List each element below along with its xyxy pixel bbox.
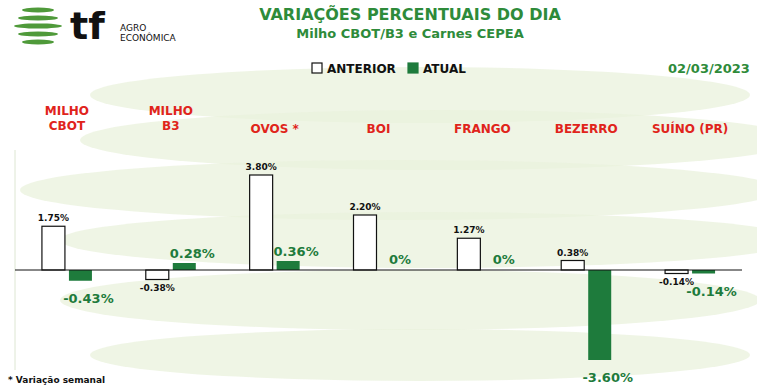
logo-stripe	[22, 7, 54, 12]
bar	[42, 226, 65, 270]
category-label-line: FRANGO	[454, 122, 511, 136]
bar	[173, 263, 196, 270]
legend: ANTERIOR ATUAL	[312, 62, 466, 76]
subtitle: Milho CBOT/B3 e Carnes CEPEA	[296, 26, 523, 41]
category-label: OVOS *	[251, 122, 300, 136]
category-label: BEZERRO	[555, 122, 618, 136]
footnote: * Variação semanal	[8, 375, 105, 385]
logo: tf AGROECONÔMICA	[14, 4, 177, 48]
bar	[665, 270, 688, 274]
bar	[250, 175, 273, 270]
bars	[42, 175, 715, 360]
legend-swatch	[408, 63, 418, 73]
legend-label: ANTERIOR	[327, 62, 396, 76]
logo-stripe	[14, 23, 62, 28]
logo-text: ECONÔMICA	[120, 32, 177, 43]
category-label-line: MILHO	[149, 104, 193, 118]
data-labels: 1.75% -0.38% 3.80% 2.20% 1.27% 0.38% -0.14% -0.…	[38, 162, 737, 385]
bar	[69, 270, 92, 281]
category-label: SUÍNO (PR)	[652, 121, 728, 136]
category-label-line: B3	[162, 119, 180, 133]
bar	[457, 238, 480, 270]
logo-stripe	[18, 31, 58, 36]
category-label-line: CBOT	[49, 119, 86, 133]
bar	[692, 270, 715, 274]
bar	[146, 270, 169, 280]
data-label: 0.38%	[557, 248, 588, 258]
legend-label: ATUAL	[423, 62, 466, 76]
data-label: 0.28%	[170, 246, 215, 261]
bar	[588, 270, 611, 360]
chart: tf AGROECONÔMICA VARIAÇÕES PERCENTUAIS DO …	[0, 0, 757, 388]
bar	[561, 261, 584, 271]
category-label: FRANGO	[454, 122, 511, 136]
category-label-line: OVOS *	[251, 122, 300, 136]
category-label: MILHOCBOT	[45, 104, 89, 133]
category-label-line: BEZERRO	[555, 122, 618, 136]
background-swirl	[20, 160, 757, 220]
category-label: BOI	[367, 122, 391, 136]
data-label: 3.80%	[246, 162, 277, 172]
title: VARIAÇÕES PERCENTUAIS DO DIA	[259, 5, 561, 24]
data-label: 2.20%	[349, 202, 380, 212]
logo-stripe	[22, 39, 54, 44]
data-label: 1.75%	[38, 213, 69, 223]
background-swirl	[90, 329, 750, 381]
legend-swatch	[312, 63, 322, 73]
bar	[354, 215, 377, 270]
bar	[277, 261, 300, 270]
data-label: -0.38%	[140, 283, 175, 293]
category-label-line: SUÍNO (PR)	[652, 121, 728, 136]
baseline	[15, 270, 742, 271]
background	[20, 67, 757, 381]
data-label: -0.14%	[686, 284, 737, 299]
background-swirl	[60, 270, 757, 330]
data-label: 0%	[493, 252, 515, 267]
data-label: 1.27%	[453, 225, 484, 235]
logo-text: AGRO	[120, 23, 146, 33]
category-label: MILHOB3	[149, 104, 193, 133]
date: 02/03/2023	[668, 61, 750, 76]
data-label: -0.43%	[63, 291, 114, 306]
data-label: -3.60%	[582, 370, 633, 385]
category-label-line: MILHO	[45, 104, 89, 118]
logo-text: tf	[70, 4, 105, 48]
category-label-line: BOI	[367, 122, 391, 136]
background-swirl	[60, 212, 757, 268]
category-labels: MILHOCBOTMILHOB3OVOS *BOIFRANGOBEZERROSU…	[45, 104, 728, 136]
data-label: 0.36%	[274, 244, 319, 259]
value-axis	[15, 150, 16, 370]
logo-stripe	[18, 15, 58, 20]
data-label: 0%	[389, 252, 411, 267]
